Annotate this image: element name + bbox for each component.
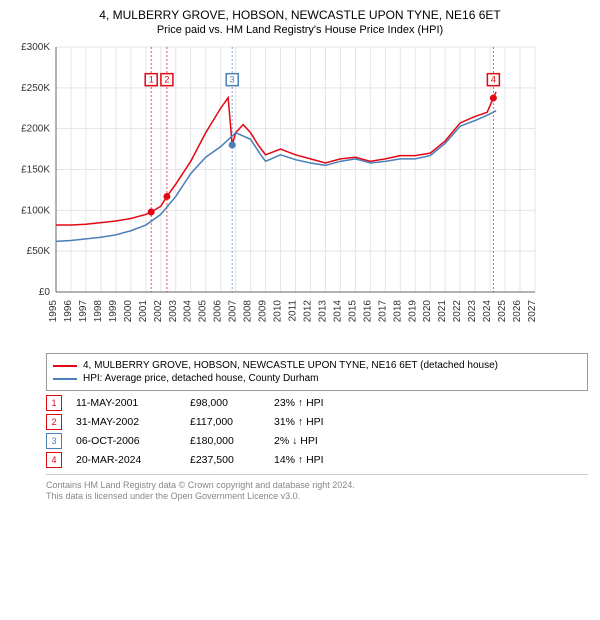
legend-label: 4, MULBERRY GROVE, HOBSON, NEWCASTLE UPO… (83, 360, 498, 371)
x-tick-label: 2003 (168, 300, 179, 323)
sale-date: 20-MAR-2024 (76, 454, 176, 466)
legend-swatch (53, 378, 77, 380)
x-tick-label: 1999 (108, 300, 119, 323)
y-tick-label: £300K (21, 42, 50, 53)
sale-price: £98,000 (190, 397, 260, 409)
x-tick-label: 2021 (437, 300, 448, 323)
sale-row: 2 31-MAY-2002 £117,000 31% ↑ HPI (46, 414, 588, 430)
legend-row: 4, MULBERRY GROVE, HOBSON, NEWCASTLE UPO… (53, 360, 581, 371)
sale-marker-dot (229, 142, 236, 149)
x-tick-label: 2000 (123, 300, 134, 323)
y-tick-label: £200K (21, 124, 50, 135)
sale-diff: 14% ↑ HPI (274, 454, 364, 466)
sale-row: 3 06-OCT-2006 £180,000 2% ↓ HPI (46, 433, 588, 449)
y-tick-label: £50K (27, 246, 51, 257)
sale-row: 1 11-MAY-2001 £98,000 23% ↑ HPI (46, 395, 588, 411)
legend-swatch (53, 365, 77, 367)
x-tick-label: 2016 (362, 300, 373, 323)
y-tick-label: £100K (21, 205, 50, 216)
footer-line: This data is licensed under the Open Gov… (46, 491, 588, 501)
sale-row: 4 20-MAR-2024 £237,500 14% ↑ HPI (46, 452, 588, 468)
sale-marker-dot (148, 208, 155, 215)
x-tick-label: 2020 (422, 300, 433, 323)
sale-marker-num: 3 (230, 75, 235, 85)
x-tick-label: 2026 (512, 300, 523, 323)
sale-date: 31-MAY-2002 (76, 416, 176, 428)
chart-container: 4, MULBERRY GROVE, HOBSON, NEWCASTLE UPO… (0, 0, 600, 620)
x-tick-label: 2012 (302, 300, 313, 323)
x-tick-label: 2015 (347, 300, 358, 323)
y-tick-label: £150K (21, 165, 50, 176)
legend-label: HPI: Average price, detached house, Coun… (83, 373, 319, 384)
x-tick-label: 2023 (467, 300, 478, 323)
sale-date: 06-OCT-2006 (76, 435, 176, 447)
sale-diff: 31% ↑ HPI (274, 416, 364, 428)
sale-num-box: 1 (46, 395, 62, 411)
x-tick-label: 2006 (213, 300, 224, 323)
chart-area: £0 £50K £100K £150K £200K £250K £300K 1995 1996 1… (10, 42, 590, 347)
sale-diff: 2% ↓ HPI (274, 435, 364, 447)
x-tick-label: 2018 (392, 300, 403, 323)
sale-date: 11-MAY-2001 (76, 397, 176, 409)
x-tick-label: 1998 (93, 300, 104, 323)
x-tick-label: 2005 (198, 300, 209, 323)
x-tick-label: 2013 (317, 300, 328, 323)
sale-diff: 23% ↑ HPI (274, 397, 364, 409)
chart-title: 4, MULBERRY GROVE, HOBSON, NEWCASTLE UPO… (0, 0, 600, 24)
x-tick-label: 2002 (153, 300, 164, 323)
sale-marker-num: 4 (491, 75, 496, 85)
line-chart: £0 £50K £100K £150K £200K £250K £300K 1995 1996 1… (10, 42, 540, 342)
x-tick-label: 2010 (273, 300, 284, 323)
x-tick-label: 1997 (78, 300, 89, 323)
footer-line: Contains HM Land Registry data © Crown c… (46, 480, 588, 490)
sale-num-box: 2 (46, 414, 62, 430)
legend-row: HPI: Average price, detached house, Coun… (53, 373, 581, 384)
sale-price: £117,000 (190, 416, 260, 428)
sale-marker-dot (490, 95, 497, 102)
x-tick-label: 2014 (332, 300, 343, 323)
legend: 4, MULBERRY GROVE, HOBSON, NEWCASTLE UPO… (46, 353, 588, 391)
sale-price: £237,500 (190, 454, 260, 466)
chart-subtitle: Price paid vs. HM Land Registry's House … (0, 24, 600, 42)
sale-price: £180,000 (190, 435, 260, 447)
sale-num-box: 3 (46, 433, 62, 449)
x-tick-label: 2011 (288, 300, 299, 322)
sale-marker-dot (163, 193, 170, 200)
x-tick-label: 2004 (183, 300, 194, 323)
sales-table: 1 11-MAY-2001 £98,000 23% ↑ HPI 2 31-MAY-2002… (46, 395, 588, 468)
x-tick-label: 1995 (48, 300, 59, 323)
x-tick-label: 2024 (482, 300, 493, 323)
footer: Contains HM Land Registry data © Crown c… (46, 474, 588, 501)
x-tick-label: 2009 (258, 300, 269, 323)
x-tick-label: 2017 (377, 300, 388, 323)
x-tick-label: 2008 (243, 300, 254, 323)
x-tick-label: 2001 (138, 300, 149, 323)
sale-num-box: 4 (46, 452, 62, 468)
x-tick-label: 2019 (407, 300, 418, 323)
x-tick-label: 2027 (527, 300, 538, 323)
x-tick-label: 2022 (452, 300, 463, 323)
y-tick-label: £0 (39, 287, 51, 298)
x-tick-label: 1996 (63, 300, 74, 323)
x-tick-label: 2025 (497, 300, 508, 323)
x-tick-label: 2007 (228, 300, 239, 323)
sale-marker-num: 2 (164, 75, 169, 85)
y-tick-label: £250K (21, 83, 50, 94)
sale-marker-num: 1 (149, 75, 154, 85)
